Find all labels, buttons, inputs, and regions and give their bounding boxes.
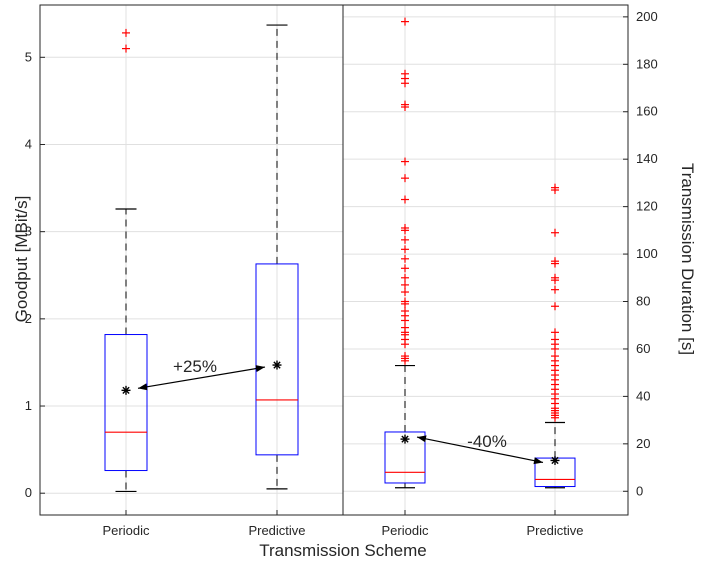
- axis-layer: 0 1 2 3 4 5 Periodic Predictive 0 20 40 60 80 100 120 1…: [25, 4, 658, 538]
- ytick-label-1-4: 80: [636, 294, 650, 309]
- box-layer: [104, 17, 576, 493]
- mean-marker-1-1-ray-3: [551, 456, 559, 465]
- annotation-arrow-1-head-end: [533, 457, 543, 465]
- ytick-label-0-4: 4: [25, 136, 32, 151]
- annotation-arrow-0-head-end: [255, 365, 265, 372]
- xtick-label-0-0: Periodic: [103, 523, 150, 538]
- ytick-label-1-2: 40: [636, 388, 650, 403]
- xtick-label-1-1: Predictive: [526, 523, 583, 538]
- annotation-arrow-1-head-start: [417, 435, 427, 443]
- ytick-label-0-0: 0: [25, 485, 32, 500]
- annotation-goodput: +25%: [173, 357, 217, 376]
- box-0-0: [104, 28, 148, 493]
- xtick-label-1-0: Periodic: [382, 523, 429, 538]
- ytick-label-1-3: 60: [636, 341, 650, 356]
- ytick-label-1-10: 200: [636, 9, 658, 24]
- box-iqr-1-0: [384, 431, 426, 484]
- ytick-label-1-9: 180: [636, 56, 658, 71]
- xtick-label-0-1: Predictive: [248, 523, 305, 538]
- x-axis-label: Transmission Scheme: [259, 541, 427, 560]
- mean-marker-1-0-ray-3: [401, 435, 409, 443]
- annotation-arrow-0-shaft: [137, 366, 266, 389]
- ytick-label-0-1: 1: [25, 398, 32, 413]
- ytick-label-1-1: 20: [636, 436, 650, 451]
- ytick-label-1-5: 100: [636, 246, 658, 261]
- ytick-label-1-6: 120: [636, 199, 658, 214]
- box-iqr-0-1: [255, 263, 299, 456]
- ytick-label-0-2: 2: [25, 311, 32, 326]
- box-0-1: [255, 24, 299, 490]
- mean-marker-0-0-ray-3: [122, 386, 130, 394]
- grid-layer: [40, 5, 628, 515]
- ytick-label-1-8: 160: [636, 104, 658, 119]
- box-1-1: [534, 183, 576, 489]
- annotation-arrow-0-head-start: [138, 383, 148, 391]
- panel-frame-right: [342, 4, 629, 516]
- annotation-duration: -40%: [467, 432, 507, 451]
- box-iqr-0-0: [104, 334, 148, 472]
- annotation-arrow-1-shaft: [416, 436, 544, 464]
- y-axis-label-right: Transmission Duration [s]: [678, 163, 697, 355]
- ytick-label-1-0: 0: [636, 483, 643, 498]
- y-axis-label-left: Goodput [MBit/s]: [12, 196, 31, 323]
- ytick-label-0-5: 5: [25, 49, 32, 64]
- ytick-label-0-3: 3: [25, 224, 32, 239]
- box-1-0: [384, 17, 426, 489]
- mean-marker-0-1-ray-3: [273, 361, 281, 369]
- ytick-label-1-7: 140: [636, 151, 658, 166]
